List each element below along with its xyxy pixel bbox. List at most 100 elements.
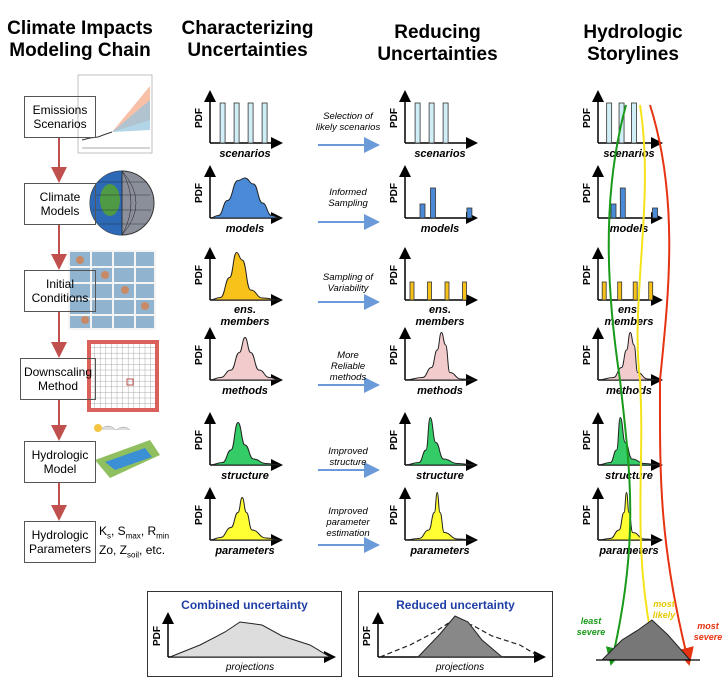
reduced-xlabel: projections: [435, 662, 484, 673]
pdf-plot: PDF ens.members: [582, 247, 663, 328]
reduced-uncertainty-panel: Reduced uncertainty: [358, 591, 553, 677]
pdf-bar: [632, 281, 638, 301]
row-label: members: [416, 316, 465, 328]
arrow-label: Reliable: [331, 361, 365, 372]
pdf-bar: [233, 102, 240, 144]
pdf-bar: [428, 102, 435, 144]
pdf-bar: [409, 281, 415, 301]
chain-label: Hydrologic: [31, 528, 89, 542]
pdf-curve: [597, 416, 661, 466]
pdf-curve: [597, 331, 661, 381]
pdf-plot: PDF ens.members: [389, 247, 478, 328]
header-line: Hydrologic: [583, 22, 683, 43]
row-label: scenarios: [219, 148, 270, 160]
pdf-plot: PDF methods: [389, 327, 478, 397]
pdf-bar: [606, 102, 613, 144]
pdf-bar: [219, 102, 226, 144]
header-reducing: Reducing Uncertainties: [365, 22, 510, 66]
row-label: models: [226, 223, 265, 235]
pdf-plot: PDF models: [194, 165, 283, 235]
pdf-curve: [404, 331, 476, 381]
pdf-bar: [462, 281, 467, 301]
pdf-label: PDF: [582, 265, 593, 285]
pdf-bar: [466, 207, 473, 219]
pdf-plot: PDF structure: [194, 412, 283, 482]
hydrologic-model-thumbnail: [94, 424, 160, 478]
pdf-plot: PDF parameters: [389, 487, 478, 557]
pdf-bar: [444, 281, 450, 301]
parameters-list: Ks, Smax, Rmin Zo, Zsoil, etc.: [99, 524, 169, 563]
pdf-bar: [442, 102, 449, 144]
pdf-label: PDF: [582, 183, 593, 203]
header-line: Characterizing: [181, 18, 314, 39]
pdf-label: PDF: [194, 430, 205, 450]
pdf-bar: [601, 281, 607, 301]
storyline-label-likely: most: [653, 599, 676, 609]
pdf-bar: [427, 281, 432, 301]
storyline-label-least: severe: [577, 627, 606, 637]
chain-label: Scenarios: [33, 117, 87, 131]
pdf-label: PDF: [152, 626, 163, 646]
pdf-bar: [610, 203, 617, 219]
chain-box-downscaling: Downscaling Method: [20, 358, 96, 400]
pdf-plot: PDF scenarios: [194, 90, 283, 160]
downscaling-grid-thumbnail: [87, 340, 159, 412]
combined-uncertainty-panel: Combined uncertainty: [147, 591, 342, 677]
row-label: ens.: [618, 304, 640, 316]
row-label: structure: [221, 470, 269, 482]
pdf-plot: PDF structure: [389, 412, 478, 482]
chain-label: Parameters: [28, 542, 92, 556]
arrow-label: parameter: [325, 517, 370, 528]
param-text: , S: [111, 524, 126, 538]
chain-label: Emissions: [32, 103, 88, 117]
arrow-label: Improved: [328, 506, 368, 517]
pdf-curve: [209, 336, 281, 381]
arrow-label: Sampling: [328, 198, 368, 209]
header-characterizing: Characterizing Uncertainties: [175, 18, 320, 62]
pdf-curve: [404, 416, 476, 466]
row-label: methods: [222, 385, 268, 397]
pdf-label: PDF: [194, 183, 205, 203]
row-label: ens.: [429, 304, 451, 316]
header-line: Climate Impacts: [7, 18, 153, 39]
pdf-bar: [617, 281, 623, 301]
storyline-label-likely: likely: [653, 610, 677, 620]
combined-distribution: [169, 621, 332, 658]
chain-box-climate-models: Climate Models: [24, 183, 96, 225]
arrow-label: methods: [330, 372, 367, 383]
chain-box-hydrologic-model: Hydrologic Model: [24, 441, 96, 483]
globe-thumbnail: [89, 170, 155, 236]
pdf-label: PDF: [194, 505, 205, 525]
combined-xlabel: projections: [225, 662, 274, 673]
arrow-label: Improved: [328, 446, 368, 457]
arrow-label: Sampling of: [323, 272, 375, 283]
arrow-label: structure: [330, 457, 367, 468]
header-line: Uncertainties: [187, 40, 308, 61]
header-line: Modeling Chain: [9, 40, 151, 61]
pdf-label: PDF: [194, 345, 205, 365]
chain-label: Method: [37, 379, 78, 393]
param-sub: min: [156, 531, 170, 541]
chain-label: Climate: [39, 190, 81, 204]
pdf-label: PDF: [389, 265, 400, 285]
header-storylines: Hydrologic Storylines: [568, 22, 698, 66]
arrow-label: Variability: [328, 283, 370, 294]
param-text: K: [99, 524, 108, 538]
pdf-label: PDF: [582, 345, 593, 365]
pdf-curve: [209, 251, 281, 301]
row-label: members: [605, 316, 654, 328]
pdf-bar: [414, 102, 421, 144]
pdf-label: PDF: [389, 430, 400, 450]
pdf-bar: [652, 207, 658, 219]
pdf-label: PDF: [582, 505, 593, 525]
pdf-bar: [648, 281, 654, 301]
arrow-label: likely scenarios: [316, 122, 381, 133]
pdf-plot: PDF scenarios: [389, 90, 478, 160]
row-label: models: [421, 223, 460, 235]
row-label: members: [221, 316, 270, 328]
pdf-plot: PDF ens.members: [194, 247, 283, 328]
header-line: Storylines: [587, 44, 679, 65]
